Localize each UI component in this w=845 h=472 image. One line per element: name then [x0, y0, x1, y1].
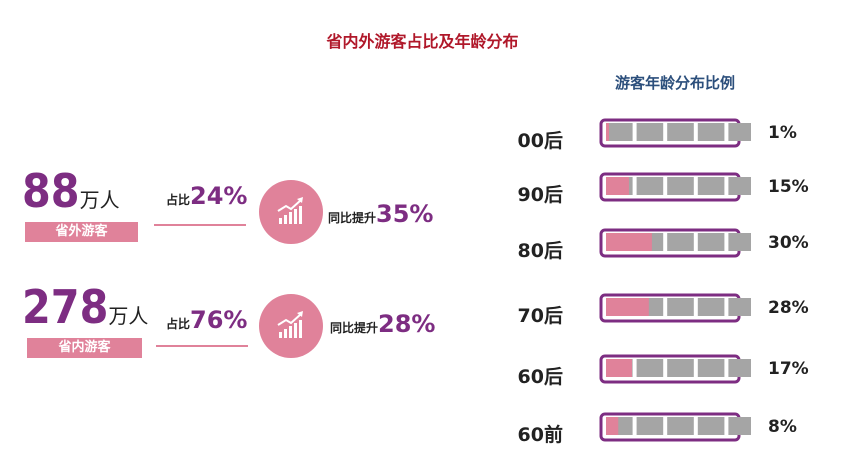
- battery-segment: [667, 359, 694, 377]
- age-percent-label: 30%: [768, 233, 809, 253]
- age-bar-fill: [606, 417, 619, 435]
- growth-value: 28%: [378, 310, 436, 338]
- battery-gauge: [599, 354, 751, 384]
- age-chart-title: 游客年龄分布比例: [614, 74, 735, 92]
- battery-segment: [636, 359, 664, 377]
- share-label: 占比: [166, 193, 191, 207]
- age-category-label: 00后: [517, 130, 563, 152]
- age-percent-label: 28%: [768, 298, 809, 318]
- battery-segment: [728, 417, 751, 435]
- visitor-count: 278: [22, 280, 109, 334]
- battery-segment: [697, 359, 725, 377]
- battery-segment: [636, 177, 664, 195]
- age-percent-label: 17%: [768, 359, 809, 379]
- age-category-label: 60后: [517, 366, 563, 388]
- battery-segment: [667, 298, 694, 316]
- battery-segment: [697, 417, 725, 435]
- battery-segment: [636, 417, 664, 435]
- age-bar-fill: [606, 359, 633, 377]
- age-percent-label: 15%: [768, 177, 809, 197]
- battery-segment: [728, 233, 751, 251]
- visitor-unit: 万人: [108, 304, 149, 328]
- age-category-label: 60前: [517, 424, 563, 446]
- age-category-label: 80后: [517, 240, 563, 262]
- age-bar-fill: [606, 233, 652, 251]
- battery-segment: [728, 298, 751, 316]
- growth-value: 35%: [376, 200, 434, 228]
- battery-segment: [667, 177, 694, 195]
- battery-segment: [728, 177, 751, 195]
- growth-label: 同比提升: [330, 321, 379, 335]
- share-value: 24%: [190, 182, 248, 210]
- battery-gauge: [599, 172, 751, 202]
- battery-gauge: [599, 412, 751, 442]
- visitor-unit: 万人: [79, 188, 120, 212]
- age-bar-fill: [606, 177, 629, 195]
- visitor-count: 88: [22, 164, 80, 218]
- battery-segment: [636, 123, 664, 141]
- age-percent-label: 8%: [768, 417, 797, 437]
- page-title: 省内外游客占比及年龄分布: [326, 32, 519, 51]
- battery-segment: [697, 123, 725, 141]
- growth-label: 同比提升: [328, 211, 377, 225]
- battery-segment: [697, 177, 725, 195]
- battery-segment: [697, 298, 725, 316]
- battery-gauge: [599, 118, 751, 148]
- divider-line: [156, 345, 248, 347]
- share-value: 76%: [190, 306, 248, 334]
- growth-chart-icon: [259, 180, 323, 244]
- battery-segment: [667, 417, 694, 435]
- growth-chart-icon: [259, 294, 323, 358]
- battery-segment: [728, 359, 751, 377]
- battery-gauge: [599, 293, 751, 323]
- battery-segment: [667, 123, 694, 141]
- divider-line: [154, 224, 246, 226]
- age-category-label: 70后: [517, 305, 563, 327]
- battery-segment: [728, 123, 751, 141]
- age-category-label: 90后: [517, 184, 563, 206]
- battery-gauge: [599, 228, 751, 258]
- visitor-tag: 省外游客: [25, 222, 138, 242]
- share-label: 占比: [166, 317, 191, 331]
- age-bar-fill: [606, 123, 609, 141]
- visitor-tag: 省内游客: [27, 338, 142, 358]
- age-bar-fill: [606, 298, 649, 316]
- battery-segment: [697, 233, 725, 251]
- battery-segment: [667, 233, 694, 251]
- age-percent-label: 1%: [768, 123, 797, 143]
- battery-segment: [606, 123, 633, 141]
